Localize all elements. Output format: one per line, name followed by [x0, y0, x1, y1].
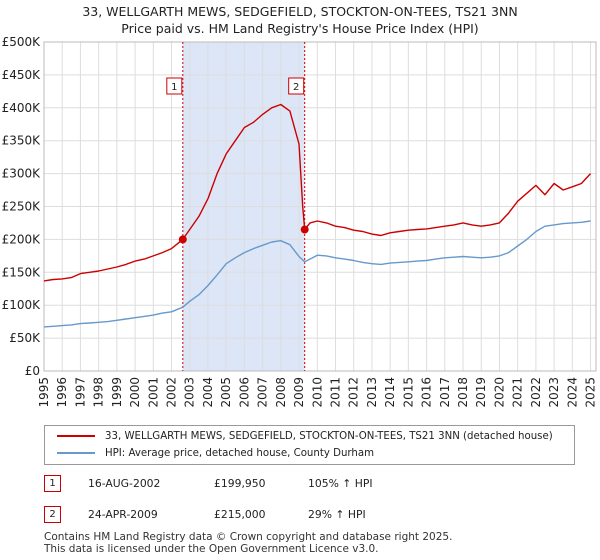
hpi-series-line [43, 220, 591, 328]
x-tick-label: 2017 [438, 377, 452, 408]
x-tick-label: 2000 [128, 377, 142, 408]
x-tick-label: 2004 [201, 377, 215, 408]
x-tick-label: 2006 [237, 377, 251, 408]
x-tick-label: 2005 [219, 377, 233, 408]
x-tick-label: 1995 [37, 377, 51, 408]
annotation-hpi: 29% ↑ HPI [308, 508, 366, 521]
x-tick-label: 2003 [183, 377, 197, 408]
x-tick-label: 2025 [584, 377, 598, 408]
legend-item-hpi: HPI: Average price, detached house, Coun… [57, 446, 374, 462]
x-tick-label: 2022 [529, 377, 543, 408]
sale-marker-number: 1 [171, 82, 177, 93]
footer-licence: This data is licensed under the Open Gov… [44, 543, 379, 555]
plot-frame [43, 41, 597, 372]
x-tick-label: 2014 [383, 377, 397, 408]
x-tick-label: 2021 [511, 377, 525, 408]
property-series-line [43, 103, 592, 282]
x-tick-label: 1996 [55, 377, 69, 408]
y-tick-label: £400K [2, 101, 42, 115]
sale-marker-number: 2 [293, 82, 299, 93]
x-tick-label: 2007 [256, 377, 270, 408]
y-tick-label: £0 [25, 364, 40, 378]
legend-swatch-hpi [57, 452, 95, 454]
sale-point [300, 225, 309, 234]
x-tick-label: 2013 [365, 377, 379, 408]
legend-item-property: 33, WELLGARTH MEWS, SEDGEFIELD, STOCKTON… [57, 429, 553, 445]
annotation-row: 1 16-AUG-2002 £199,950 105% ↑ HPI [44, 474, 584, 494]
x-tick-label: 2012 [347, 377, 361, 408]
legend-swatch-property [57, 435, 95, 437]
x-tick-label: 2001 [146, 377, 160, 408]
legend-label-property: 33, WELLGARTH MEWS, SEDGEFIELD, STOCKTON… [105, 431, 553, 442]
sale-marker-box [166, 77, 183, 95]
y-tick-label: £50K [9, 331, 41, 345]
y-tick-label: £300K [2, 167, 42, 181]
y-tick-label: £450K [2, 68, 42, 82]
sale-marker-box [288, 77, 305, 95]
x-tick-label: 2002 [165, 377, 179, 408]
sale-point [178, 235, 187, 244]
y-tick-label: £250K [2, 200, 42, 214]
y-tick-label: £350K [2, 134, 42, 148]
annotation-row: 2 24-APR-2009 £215,000 29% ↑ HPI [44, 505, 584, 525]
y-tick-label: £100K [2, 298, 42, 312]
x-tick-label: 2008 [274, 377, 288, 408]
x-tick-label: 2016 [420, 377, 434, 408]
x-tick-label: 2009 [292, 377, 306, 408]
legend: 33, WELLGARTH MEWS, SEDGEFIELD, STOCKTON… [44, 425, 575, 465]
x-tick-label: 2011 [328, 377, 342, 408]
annotation-price: £215,000 [214, 508, 266, 521]
x-tick-label: 2020 [492, 377, 506, 408]
annotation-price: £199,950 [214, 477, 266, 490]
x-tick-label: 2023 [547, 377, 561, 408]
annotation-marker: 2 [44, 506, 61, 523]
y-tick-label: £150K [2, 265, 42, 279]
chart-title: 33, WELLGARTH MEWS, SEDGEFIELD, STOCKTON… [82, 4, 518, 19]
x-tick-label: 2018 [456, 377, 470, 408]
footer-copyright: Contains HM Land Registry data © Crown c… [44, 531, 453, 543]
chart-subtitle: Price paid vs. HM Land Registry's House … [121, 21, 479, 36]
x-tick-label: 1997 [73, 377, 87, 408]
x-tick-label: 2024 [565, 377, 579, 408]
annotation-date: 16-AUG-2002 [88, 477, 161, 490]
legend-label-hpi: HPI: Average price, detached house, Coun… [105, 448, 375, 459]
y-tick-label: £500K [2, 35, 42, 49]
y-tick-label: £200K [2, 232, 42, 246]
x-tick-label: 1999 [110, 377, 124, 408]
annotation-date: 24-APR-2009 [88, 508, 158, 521]
x-tick-label: 2015 [401, 377, 415, 408]
annotation-hpi: 105% ↑ HPI [308, 477, 373, 490]
price-chart: £0 £50K £100K £150K £200K £250K £300K £350K £400… [2, 35, 598, 408]
annotation-marker: 1 [44, 475, 61, 492]
x-tick-label: 2010 [310, 377, 324, 408]
x-tick-label: 2019 [474, 377, 488, 408]
x-tick-label: 1998 [92, 377, 106, 408]
